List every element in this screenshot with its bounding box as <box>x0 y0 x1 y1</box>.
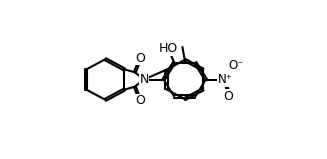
Text: O: O <box>135 52 145 65</box>
Text: O⁻: O⁻ <box>228 59 244 72</box>
Text: N⁺: N⁺ <box>218 73 233 86</box>
Text: N: N <box>139 73 149 86</box>
Text: HO: HO <box>159 42 178 55</box>
Text: O: O <box>135 94 145 107</box>
Text: O: O <box>224 90 233 103</box>
